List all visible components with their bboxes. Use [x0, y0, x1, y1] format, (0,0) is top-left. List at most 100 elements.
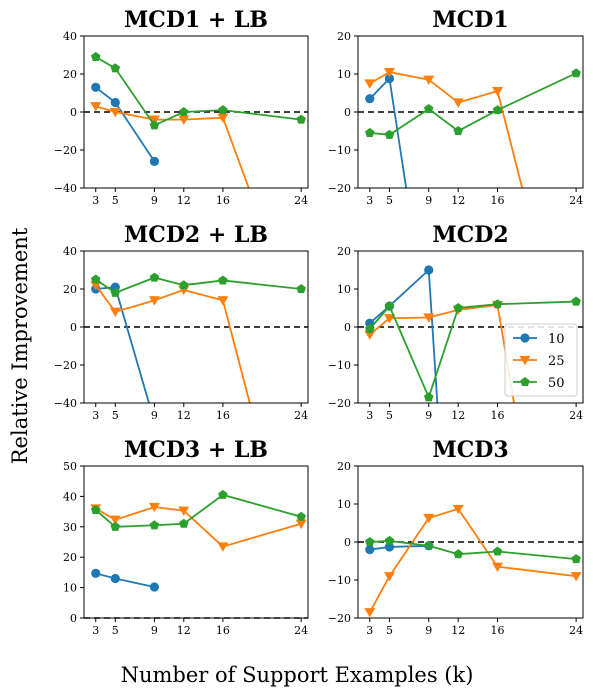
series-line-10: [369, 544, 429, 551]
plot-frame: [83, 465, 309, 619]
subplot-title: MCD3 + LB: [124, 437, 268, 463]
x-tick-label: 9: [151, 194, 158, 207]
legend-marker-50: [520, 377, 530, 387]
data-point-10: [404, 202, 413, 211]
x-tick-label: 24: [569, 194, 583, 207]
y-tick-label: 0: [344, 106, 351, 119]
y-tick-label: −20: [54, 144, 77, 157]
legend-label-10: 10: [548, 332, 565, 347]
y-tick-label: 10: [337, 498, 351, 511]
data-point-25: [217, 296, 229, 306]
data-point-10: [149, 582, 160, 592]
series-50: [365, 68, 581, 139]
series-50: [90, 489, 306, 531]
data-point-50: [179, 280, 189, 290]
data-point-10: [434, 417, 443, 426]
y-tick-label: −10: [328, 144, 351, 157]
data-point-10: [110, 97, 120, 108]
data-point-25: [423, 313, 435, 323]
x-tick-label: 5: [112, 194, 119, 207]
subplot-3: MCD2 + LB −40 −20 0 20 40 3 5 9 12 16 24: [54, 222, 309, 422]
data-point-50: [149, 272, 160, 282]
x-tick-label: 16: [216, 409, 230, 422]
data-point-10: [365, 94, 375, 104]
series-line-50: [95, 493, 302, 528]
data-point-25: [295, 519, 307, 529]
data-point-25: [109, 515, 121, 526]
subplot-title: MCD2 + LB: [124, 222, 268, 248]
x-tick-label: 12: [177, 409, 191, 422]
data-point-25: [148, 115, 160, 125]
series-line-25: [95, 284, 251, 403]
series-10: [365, 541, 434, 555]
x-tick-label: 24: [569, 409, 583, 422]
y-tick-label: 20: [63, 68, 77, 81]
legend-marker-10: [520, 333, 530, 343]
x-tick-label: 5: [112, 409, 119, 422]
y-tick-label: −20: [54, 359, 77, 372]
data-point-25: [452, 504, 464, 515]
series-10: [365, 73, 413, 211]
data-point-25: [383, 67, 395, 78]
data-point-50: [296, 284, 306, 294]
x-tick-label: 16: [491, 194, 505, 207]
data-point-50: [384, 129, 395, 139]
y-tick-label: 20: [337, 30, 351, 43]
data-point-25: [247, 408, 258, 417]
y-tick-label: 40: [63, 490, 77, 503]
x-tick-label: 12: [451, 194, 465, 207]
y-tick-label: −40: [54, 397, 77, 410]
series-50: [90, 272, 306, 297]
data-point-25: [492, 562, 504, 572]
data-point-50: [423, 540, 434, 550]
data-point-25: [178, 506, 190, 516]
data-point-10: [384, 73, 395, 84]
data-point-25: [570, 572, 582, 582]
x-tick-label: 3: [366, 194, 373, 207]
series-line-25: [369, 71, 524, 188]
x-tick-label: 9: [425, 409, 432, 422]
series-line-50: [95, 276, 302, 294]
data-point-25: [383, 314, 395, 324]
subplot-5: MCD3 + LB 0 10 20 30 40 50 3 5 9 12 16 24: [63, 437, 309, 637]
legend-marker-25: [519, 355, 531, 366]
x-tick-label: 24: [569, 624, 583, 637]
data-point-50: [90, 51, 101, 61]
x-tick-label: 5: [386, 194, 393, 207]
subplot-title: MCD1: [432, 7, 508, 33]
series-50: [365, 296, 581, 402]
subplot-title: MCD2: [432, 222, 508, 248]
data-point-50: [179, 518, 189, 528]
legend: 10 25 50: [504, 323, 578, 397]
data-point-25: [512, 418, 523, 427]
data-point-50: [149, 520, 160, 530]
x-tick-label: 9: [151, 409, 158, 422]
data-point-50: [423, 392, 434, 402]
data-point-25: [383, 572, 395, 582]
x-tick-label: 9: [151, 624, 158, 637]
x-tick-label: 16: [491, 624, 505, 637]
data-point-10: [365, 545, 375, 555]
y-tick-label: 20: [63, 283, 77, 296]
y-tick-label: 40: [63, 245, 77, 258]
x-tick-label: 16: [216, 624, 230, 637]
data-point-25: [148, 296, 160, 306]
series-line-25: [95, 105, 250, 188]
data-point-50: [110, 287, 121, 297]
data-point-50: [218, 275, 228, 285]
x-tick-label: 9: [425, 194, 432, 207]
data-point-50: [571, 68, 581, 78]
y-tick-label: 0: [70, 321, 77, 334]
series-line-25: [369, 303, 515, 403]
data-point-50: [492, 105, 503, 115]
y-tick-label: 10: [337, 283, 351, 296]
series-line-25: [368, 507, 577, 613]
data-point-50: [384, 535, 395, 545]
series-line-10: [95, 572, 155, 588]
subplot-title: MCD1 + LB: [124, 7, 268, 33]
data-point-25: [109, 107, 121, 118]
data-point-50: [110, 63, 121, 73]
x-tick-label: 24: [294, 409, 308, 422]
y-tick-label: −10: [328, 574, 351, 587]
